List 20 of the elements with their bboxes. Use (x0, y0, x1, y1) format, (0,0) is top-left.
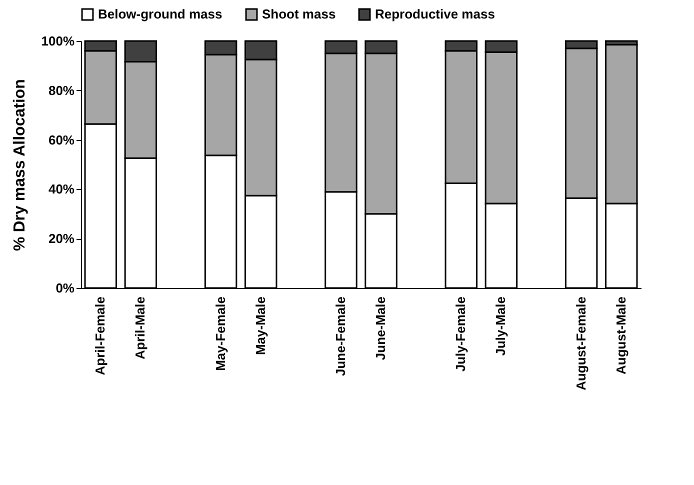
x-tick-label: May-Female (212, 296, 228, 371)
legend-label: Below-ground mass (98, 6, 222, 22)
x-tick-label: April-Male (132, 296, 148, 360)
x-tick-label: June-Female (332, 296, 348, 376)
x-tick-label: May-Male (252, 296, 268, 356)
y-tick-label: 20% (48, 231, 75, 246)
legend-label: Reproductive mass (375, 6, 495, 22)
y-tick-label: 60% (48, 132, 75, 148)
y-axis-title: % Dry mass Allocation (11, 79, 28, 251)
y-tick-label: 80% (48, 82, 75, 98)
legend-label: Shoot mass (262, 6, 336, 22)
x-tick-label: August-Female (573, 296, 588, 390)
x-tick-label: July-Male (493, 296, 508, 356)
x-tick-label: June-Male (373, 296, 388, 360)
x-tick-label: July-Female (453, 296, 468, 372)
y-tick-label: 40% (48, 182, 75, 197)
y-tick-label: 0% (56, 280, 75, 296)
y-tick-label: 100% (41, 34, 75, 48)
x-tick-label: April-Female (92, 296, 108, 376)
x-tick-label: August-Male (613, 296, 628, 374)
